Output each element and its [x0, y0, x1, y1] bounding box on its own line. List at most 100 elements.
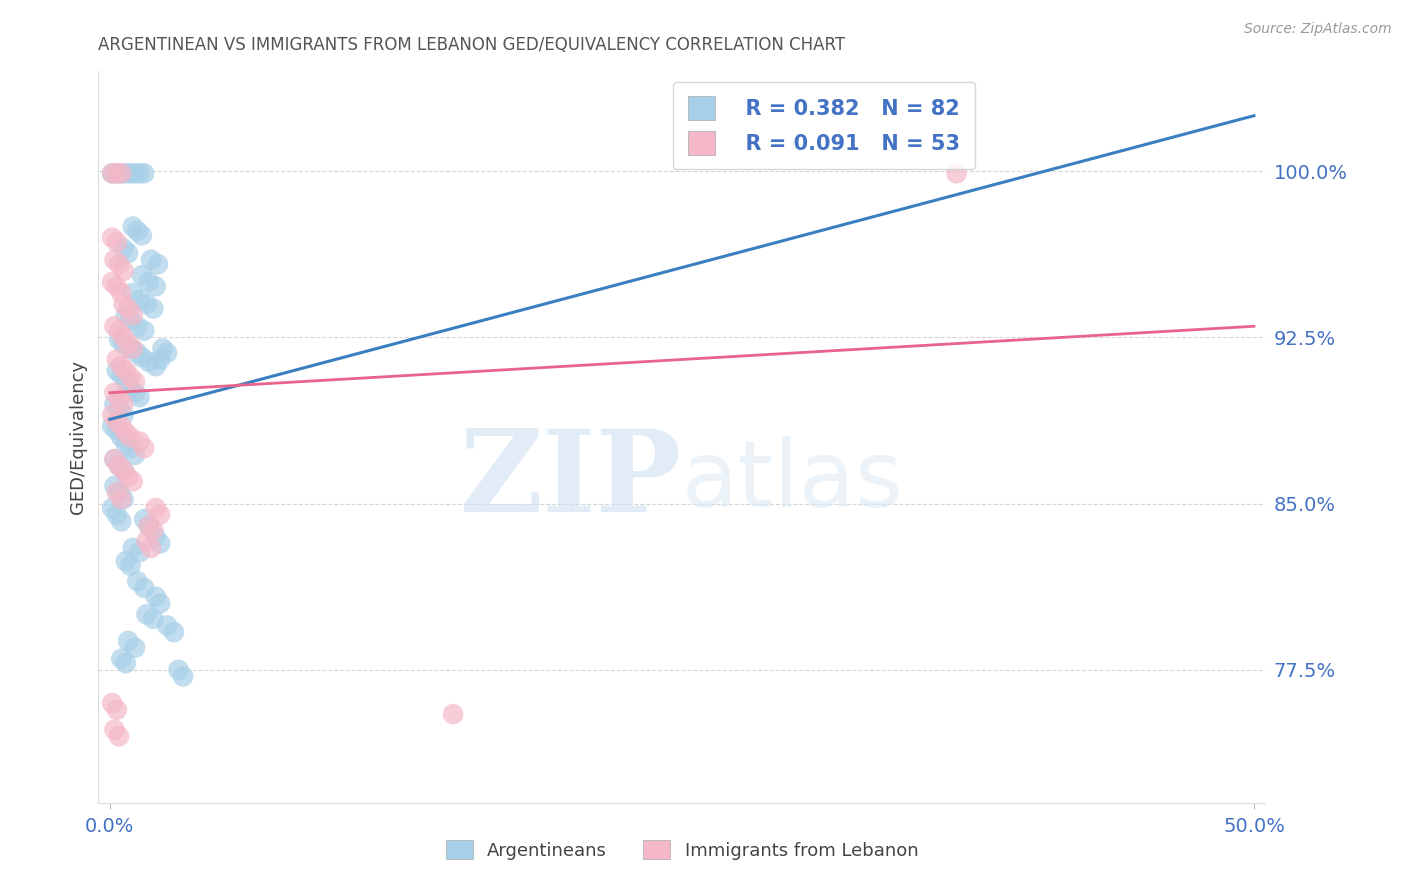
- Point: [108, 401, 131, 416]
- Point: [105, 485, 128, 500]
- Point: [121, 308, 143, 322]
- Point: [115, 363, 138, 377]
- Point: [110, 368, 132, 382]
- Point: [139, 541, 162, 555]
- Point: [101, 408, 124, 422]
- Point: [131, 228, 153, 243]
- Point: [135, 607, 157, 622]
- Point: [103, 319, 125, 334]
- Text: atlas: atlas: [682, 436, 904, 526]
- Point: [110, 514, 132, 528]
- Point: [441, 707, 464, 722]
- Point: [167, 663, 190, 677]
- Point: [108, 485, 131, 500]
- Point: [142, 612, 165, 626]
- Point: [156, 618, 179, 632]
- Point: [120, 166, 142, 180]
- Point: [131, 268, 153, 283]
- Point: [131, 351, 153, 365]
- Point: [108, 392, 131, 407]
- Point: [101, 166, 124, 180]
- Text: Source: ZipAtlas.com: Source: ZipAtlas.com: [1244, 22, 1392, 37]
- Point: [105, 279, 128, 293]
- Point: [117, 634, 139, 648]
- Point: [124, 166, 146, 180]
- Point: [115, 436, 138, 450]
- Point: [128, 434, 150, 449]
- Point: [112, 408, 135, 422]
- Point: [108, 729, 131, 743]
- Point: [105, 415, 128, 429]
- Point: [105, 166, 128, 180]
- Point: [101, 696, 124, 710]
- Point: [110, 492, 132, 507]
- Point: [134, 441, 156, 455]
- Point: [112, 492, 135, 507]
- Point: [117, 337, 139, 351]
- Point: [121, 342, 143, 356]
- Point: [108, 458, 131, 473]
- Point: [134, 512, 156, 526]
- Point: [103, 723, 125, 737]
- Point: [145, 279, 167, 293]
- Point: [120, 558, 142, 573]
- Point: [156, 346, 179, 360]
- Point: [138, 518, 160, 533]
- Point: [112, 463, 135, 477]
- Point: [139, 252, 162, 267]
- Point: [105, 352, 128, 367]
- Point: [134, 581, 156, 595]
- Point: [108, 458, 131, 473]
- Point: [138, 518, 160, 533]
- Point: [145, 590, 167, 604]
- Point: [110, 166, 132, 180]
- Point: [120, 441, 142, 455]
- Point: [128, 545, 150, 559]
- Point: [128, 166, 150, 180]
- Point: [124, 385, 146, 400]
- Point: [112, 397, 135, 411]
- Point: [103, 252, 125, 267]
- Point: [121, 541, 143, 555]
- Point: [112, 330, 135, 344]
- Point: [124, 448, 146, 462]
- Point: [134, 324, 156, 338]
- Point: [128, 390, 150, 404]
- Point: [112, 463, 135, 477]
- Point: [120, 370, 142, 384]
- Point: [145, 501, 167, 516]
- Point: [149, 536, 172, 550]
- Point: [108, 333, 131, 347]
- Point: [115, 166, 138, 180]
- Point: [108, 324, 131, 338]
- Point: [138, 275, 160, 289]
- Point: [149, 508, 172, 522]
- Point: [120, 430, 142, 444]
- Point: [152, 342, 174, 356]
- Point: [103, 479, 125, 493]
- Point: [112, 264, 135, 278]
- Point: [101, 230, 124, 244]
- Point: [110, 285, 132, 300]
- Point: [121, 219, 143, 234]
- Point: [108, 257, 131, 271]
- Point: [110, 430, 132, 444]
- Point: [112, 297, 135, 311]
- Point: [127, 224, 149, 238]
- Point: [121, 475, 143, 489]
- Point: [120, 381, 142, 395]
- Point: [135, 297, 157, 311]
- Point: [103, 452, 125, 467]
- Point: [103, 385, 125, 400]
- Point: [115, 554, 138, 568]
- Point: [105, 235, 128, 249]
- Point: [142, 523, 165, 537]
- Point: [121, 285, 143, 300]
- Point: [110, 166, 132, 180]
- Point: [101, 166, 124, 180]
- Point: [117, 301, 139, 316]
- Point: [110, 651, 132, 665]
- Point: [163, 625, 186, 640]
- Point: [172, 669, 194, 683]
- Point: [105, 166, 128, 180]
